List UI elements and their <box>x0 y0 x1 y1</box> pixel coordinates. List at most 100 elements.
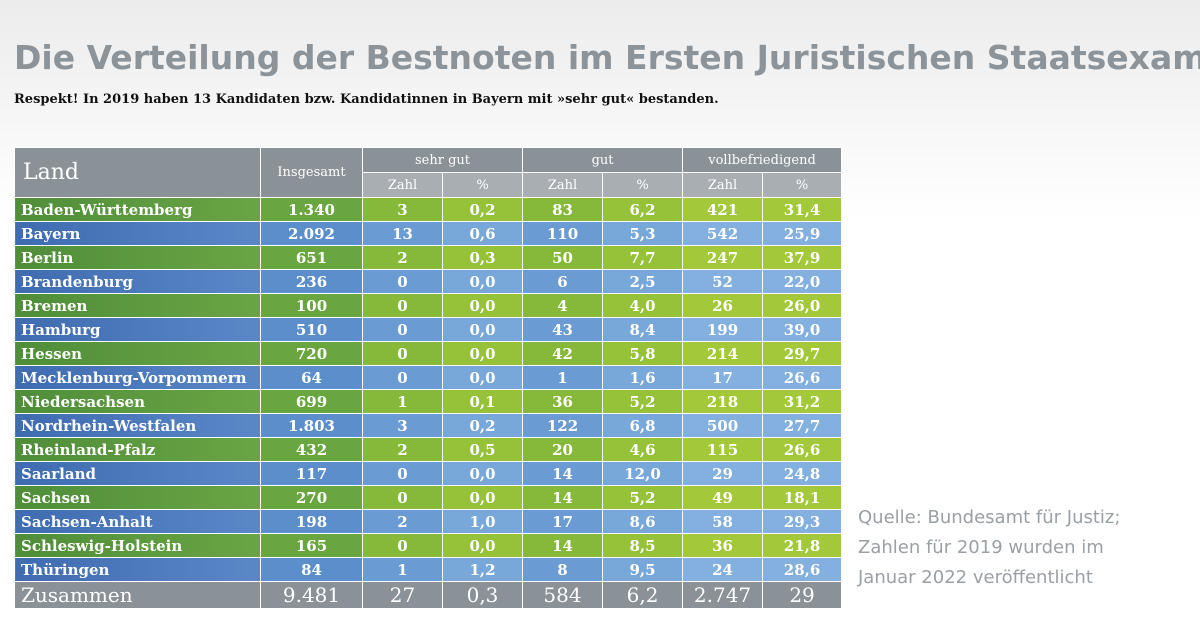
cell-gut-percent: 8,4 <box>602 317 684 342</box>
table-row: Nordrhein-Westfalen 1.803 3 0,2 122 6,8 500 27,… <box>14 413 843 438</box>
cell-sehr-gut-percent: 0,0 <box>441 533 524 558</box>
cell-gut-zahl: 83 <box>522 197 604 222</box>
table-row: Bremen 100 0 0,0 4 4,0 26 26,0 <box>14 293 843 318</box>
cell-land: Brandenburg <box>14 269 261 294</box>
table-total-row: Zusammen 9.481 27 0,3 584 6,2 2.747 29 <box>14 581 843 609</box>
total-cell-sehr-gut-percent: 0,3 <box>441 581 524 609</box>
cell-sehr-gut-zahl: 0 <box>362 269 443 294</box>
table-row: Brandenburg 236 0 0,0 6 2,5 52 22,0 <box>14 269 843 294</box>
subheader-zahl: Zahl <box>522 172 604 198</box>
cell-gut-zahl: 110 <box>522 221 604 246</box>
cell-gut-percent: 5,3 <box>602 221 684 246</box>
cell-gut-zahl: 43 <box>522 317 604 342</box>
cell-gut-percent: 9,5 <box>602 557 684 582</box>
cell-sehr-gut-zahl: 0 <box>362 461 443 486</box>
cell-sehr-gut-zahl: 1 <box>362 389 443 414</box>
cell-gut-percent: 7,7 <box>602 245 684 270</box>
cell-land: Hessen <box>14 341 261 366</box>
cell-gut-zahl: 8 <box>522 557 604 582</box>
cell-land: Schleswig-Holstein <box>14 533 261 558</box>
cell-sehr-gut-zahl: 2 <box>362 245 443 270</box>
cell-land: Thüringen <box>14 557 261 582</box>
cell-gut-percent: 6,2 <box>602 197 684 222</box>
subheader-percent: % <box>762 172 843 198</box>
cell-sehr-gut-percent: 0,0 <box>441 461 524 486</box>
cell-vollbefriedigend-percent: 29,3 <box>762 509 843 534</box>
table-row: Bayern 2.092 13 0,6 110 5,3 542 25,9 <box>14 221 843 246</box>
cell-insgesamt: 117 <box>260 461 363 486</box>
cell-gut-percent: 6,8 <box>602 413 684 438</box>
source-line: Januar 2022 veröffentlicht <box>858 567 1093 588</box>
table-row: Hamburg 510 0 0,0 43 8,4 199 39,0 <box>14 317 843 342</box>
total-cell-gut-zahl: 584 <box>522 581 604 609</box>
cell-sehr-gut-percent: 1,2 <box>441 557 524 582</box>
cell-insgesamt: 1.803 <box>260 413 363 438</box>
cell-sehr-gut-zahl: 0 <box>362 317 443 342</box>
page-title: Die Verteilung der Bestnoten im Ersten J… <box>14 38 1200 77</box>
cell-insgesamt: 270 <box>260 485 363 510</box>
cell-sehr-gut-zahl: 2 <box>362 509 443 534</box>
cell-insgesamt: 720 <box>260 341 363 366</box>
total-cell-gut-percent: 6,2 <box>602 581 684 609</box>
cell-insgesamt: 236 <box>260 269 363 294</box>
total-cell-vollbefriedigend-zahl: 2.747 <box>682 581 764 609</box>
cell-gut-percent: 8,6 <box>602 509 684 534</box>
cell-sehr-gut-zahl: 0 <box>362 485 443 510</box>
cell-vollbefriedigend-percent: 28,6 <box>762 557 843 582</box>
cell-sehr-gut-zahl: 13 <box>362 221 443 246</box>
cell-land: Bayern <box>14 221 261 246</box>
cell-sehr-gut-percent: 0,3 <box>441 245 524 270</box>
cell-vollbefriedigend-zahl: 24 <box>682 557 764 582</box>
subheader-percent: % <box>602 172 684 198</box>
cell-insgesamt: 699 <box>260 389 363 414</box>
cell-gut-zahl: 14 <box>522 533 604 558</box>
cell-land: Nordrhein-Westfalen <box>14 413 261 438</box>
cell-gut-percent: 5,2 <box>602 389 684 414</box>
cell-insgesamt: 651 <box>260 245 363 270</box>
cell-vollbefriedigend-percent: 29,7 <box>762 341 843 366</box>
header-gut: gut <box>522 147 684 173</box>
total-cell-sehr-gut-zahl: 27 <box>362 581 443 609</box>
cell-vollbefriedigend-percent: 26,6 <box>762 437 843 462</box>
cell-vollbefriedigend-zahl: 247 <box>682 245 764 270</box>
cell-vollbefriedigend-percent: 25,9 <box>762 221 843 246</box>
cell-land: Mecklenburg-Vorpommern <box>14 365 261 390</box>
cell-gut-percent: 12,0 <box>602 461 684 486</box>
cell-land: Baden-Württemberg <box>14 197 261 222</box>
cell-land: Bremen <box>14 293 261 318</box>
cell-vollbefriedigend-zahl: 500 <box>682 413 764 438</box>
cell-insgesamt: 1.340 <box>260 197 363 222</box>
cell-land: Sachsen-Anhalt <box>14 509 261 534</box>
cell-vollbefriedigend-zahl: 52 <box>682 269 764 294</box>
cell-land: Saarland <box>14 461 261 486</box>
cell-sehr-gut-percent: 0,0 <box>441 365 524 390</box>
cell-sehr-gut-percent: 0,0 <box>441 317 524 342</box>
cell-gut-zahl: 14 <box>522 485 604 510</box>
cell-vollbefriedigend-percent: 27,7 <box>762 413 843 438</box>
cell-gut-percent: 2,5 <box>602 269 684 294</box>
cell-vollbefriedigend-zahl: 49 <box>682 485 764 510</box>
cell-sehr-gut-percent: 0,2 <box>441 413 524 438</box>
cell-gut-zahl: 42 <box>522 341 604 366</box>
cell-sehr-gut-percent: 0,2 <box>441 197 524 222</box>
source-line: Quelle: Bundesamt für Justiz; <box>858 507 1121 528</box>
page-subtitle: Respekt! In 2019 haben 13 Kandidaten bzw… <box>14 92 719 107</box>
cell-land: Berlin <box>14 245 261 270</box>
cell-vollbefriedigend-zahl: 36 <box>682 533 764 558</box>
cell-insgesamt: 100 <box>260 293 363 318</box>
subheader-zahl: Zahl <box>362 172 443 198</box>
table-row: Sachsen-Anhalt 198 2 1,0 17 8,6 58 29,3 <box>14 509 843 534</box>
cell-vollbefriedigend-percent: 37,9 <box>762 245 843 270</box>
table-row: Niedersachsen 699 1 0,1 36 5,2 218 31,2 <box>14 389 843 414</box>
cell-gut-zahl: 122 <box>522 413 604 438</box>
table-row: Rheinland-Pfalz 432 2 0,5 20 4,6 115 26,6 <box>14 437 843 462</box>
table-row: Berlin 651 2 0,3 50 7,7 247 37,9 <box>14 245 843 270</box>
source-note: Quelle: Bundesamt für Justiz; Zahlen für… <box>858 503 1188 593</box>
cell-gut-percent: 1,6 <box>602 365 684 390</box>
cell-sehr-gut-zahl: 0 <box>362 341 443 366</box>
cell-gut-zahl: 14 <box>522 461 604 486</box>
table-row: Saarland 117 0 0,0 14 12,0 29 24,8 <box>14 461 843 486</box>
cell-gut-percent: 8,5 <box>602 533 684 558</box>
cell-vollbefriedigend-percent: 26,6 <box>762 365 843 390</box>
cell-gut-zahl: 6 <box>522 269 604 294</box>
